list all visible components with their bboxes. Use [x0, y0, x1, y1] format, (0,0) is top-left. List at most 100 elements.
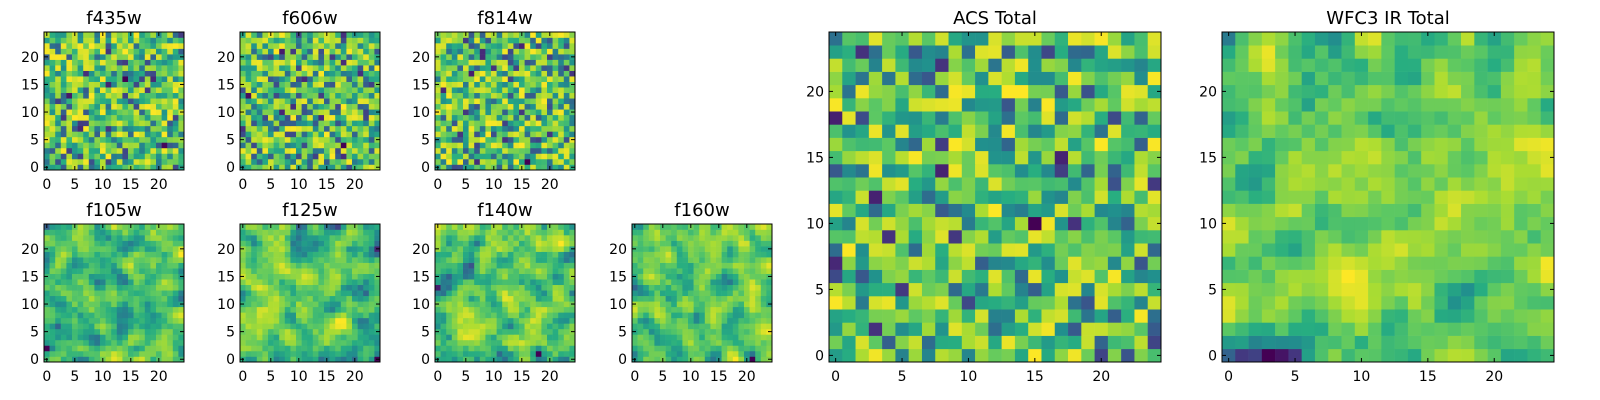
heatmap-cell [144, 356, 151, 363]
heatmap-cell [547, 235, 553, 241]
heatmap-cell [262, 317, 269, 324]
heatmap-cell [296, 257, 302, 263]
heatmap-cell [133, 257, 140, 263]
heatmap-cell [895, 348, 909, 363]
heatmap-cell [44, 131, 50, 138]
heatmap-cell [49, 65, 56, 71]
heatmap-cell [60, 262, 67, 269]
heatmap-cell [363, 164, 370, 171]
heatmap-cell [368, 295, 375, 302]
heatmap-cell [172, 76, 179, 82]
heatmap-cell [256, 48, 263, 55]
heatmap-cell [178, 229, 185, 236]
heatmap-cell [363, 350, 370, 357]
heatmap-cell [676, 301, 683, 308]
heatmap-cell [133, 224, 140, 230]
heatmap-cell [324, 120, 330, 127]
heatmap-cell [513, 356, 520, 363]
heatmap-cell [524, 224, 531, 230]
heatmap-cell [262, 240, 269, 247]
heatmap-cell [122, 114, 129, 121]
heatmap-cell [513, 59, 520, 66]
heatmap-cell [352, 251, 358, 258]
heatmap-cell [150, 43, 157, 49]
heatmap-cell [83, 109, 90, 116]
heatmap-cell [116, 306, 123, 313]
heatmap-cell [648, 345, 655, 352]
heatmap-cell [324, 312, 330, 319]
heatmap-cell [240, 48, 246, 55]
heatmap-cell [535, 120, 542, 127]
y-tick-label: 5 [618, 325, 627, 341]
heatmap-cell [975, 243, 989, 257]
heatmap-cell [88, 290, 95, 297]
heatmap-cell [1107, 348, 1122, 363]
heatmap-cell [988, 190, 1002, 204]
heatmap-cell [563, 70, 570, 77]
heatmap-cell [552, 43, 559, 49]
heatmap-cell [435, 279, 441, 286]
heatmap-cell [569, 251, 576, 258]
heatmap-cell [868, 269, 883, 284]
heatmap-cell [507, 158, 514, 165]
heatmap-cell [268, 131, 274, 138]
heatmap-cell [457, 164, 464, 171]
heatmap-cell [72, 87, 78, 94]
heatmap-cell [279, 268, 286, 274]
heatmap-cell [524, 262, 531, 269]
heatmap-cell [133, 76, 140, 82]
heatmap-cell [156, 158, 162, 165]
heatmap-cell [552, 262, 559, 269]
heatmap-cell [161, 81, 168, 88]
heatmap-cell [524, 345, 531, 352]
heatmap-cell [507, 279, 514, 286]
heatmap-cell [485, 295, 492, 302]
heatmap-cell [676, 229, 683, 236]
heatmap-cell [279, 114, 286, 121]
heatmap-cell [44, 317, 50, 324]
heatmap-cell [363, 345, 370, 352]
heatmap-cell [55, 317, 62, 324]
heatmap-cell [167, 251, 174, 258]
heatmap-cell [161, 59, 168, 66]
heatmap-cell [463, 125, 469, 132]
heatmap-cell [44, 350, 50, 357]
heatmap-cell [111, 32, 118, 38]
heatmap-cell [167, 114, 174, 121]
heatmap-cell [72, 92, 78, 99]
heatmap-cell [340, 114, 347, 121]
heatmap-cell [240, 98, 246, 105]
heatmap-cell [245, 317, 252, 324]
heatmap-cell [530, 65, 537, 71]
heatmap-cell [128, 153, 134, 160]
heatmap-cell [72, 290, 78, 297]
heatmap-cell [116, 229, 123, 236]
heatmap-cell [1054, 309, 1069, 323]
heatmap-cell [693, 317, 700, 324]
heatmap-cell [139, 153, 146, 160]
heatmap-cell [329, 37, 336, 44]
heatmap-cell [352, 92, 358, 99]
heatmap-cell [368, 59, 375, 66]
heatmap-cell [116, 131, 123, 138]
heatmap-cell [284, 284, 291, 291]
heatmap-cell [251, 306, 258, 313]
heatmap-cell [435, 92, 441, 99]
heatmap-cell [530, 158, 537, 165]
heatmap-cell [558, 279, 565, 286]
heatmap-cell [699, 290, 706, 297]
heatmap-cell [357, 43, 364, 49]
heatmap-cell [660, 268, 666, 274]
heatmap-cell [122, 153, 129, 160]
heatmap-cell [100, 131, 106, 138]
heatmap-cell [908, 243, 923, 257]
heatmap-cell [502, 32, 509, 38]
heatmap-cell [55, 114, 62, 121]
heatmap-cell [284, 279, 291, 286]
heatmap-cell [346, 65, 353, 71]
heatmap-cell [318, 224, 325, 230]
heatmap-cell [502, 273, 509, 280]
heatmap-cell [693, 273, 700, 280]
heatmap-cell [139, 37, 146, 44]
heatmap-cell [139, 350, 146, 357]
